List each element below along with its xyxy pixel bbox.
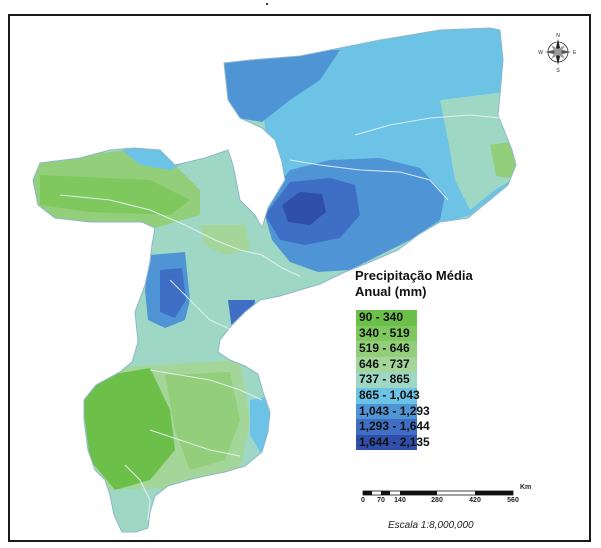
scale-tick: 70 (377, 497, 385, 504)
top-dot (266, 3, 268, 5)
legend-swatch (356, 419, 417, 435)
zone-737-865-maputo (110, 488, 165, 532)
legend-label: 646 - 737 (359, 356, 410, 371)
legend-label: 865 - 1,043 (359, 387, 420, 402)
compass-e-label: E (573, 50, 577, 56)
legend-swatch (356, 341, 417, 357)
legend-swatch (356, 356, 417, 373)
compass-s-label: S (556, 68, 560, 74)
legend-label: 90 - 340 (359, 310, 404, 324)
legend-title: Precipitação Média Anual (mm) (355, 268, 555, 300)
compass-rose-icon: N S E W (538, 33, 577, 74)
legend-title-line1: Precipitação Média (355, 268, 473, 283)
zone-90-340 (80, 368, 175, 490)
legend-swatch (356, 310, 417, 326)
legend-title-line2: Anual (mm) (355, 284, 427, 299)
legend-item: 1,043 - 1,293 (356, 403, 430, 420)
legend-item: 340 - 519 (356, 325, 430, 342)
legend-swatch (356, 325, 417, 342)
legend-label: 340 - 519 (359, 325, 410, 340)
scale-bar (362, 490, 514, 496)
legend-item: 646 - 737 (356, 356, 430, 373)
compass-n-label: N (556, 33, 560, 39)
river-zambezi (59, 194, 301, 277)
legend-item: 737 - 865 (356, 372, 430, 388)
legend-item: 519 - 646 (356, 341, 430, 357)
scale-tick: 280 (431, 497, 443, 504)
legend: 90 - 340 340 - 519 519 - 646 646 - 737 7… (356, 310, 430, 451)
zone-1293-1644-manica (160, 268, 186, 318)
zone-1043-1293-niassa (215, 50, 340, 122)
legend-swatch (356, 403, 417, 420)
zone-1644-2135 (282, 192, 326, 225)
river-pungwe (169, 279, 233, 331)
legend-label: 1,043 - 1,293 (359, 403, 430, 418)
legend-swatch (356, 434, 417, 451)
river-rovuma (354, 114, 501, 136)
legend-item: 90 - 340 (356, 310, 430, 326)
country-border (32, 27, 517, 533)
river-limpopo (149, 429, 241, 457)
river-lurio (289, 159, 449, 201)
scale-unit: Km (520, 484, 532, 491)
legend-item: 1,293 - 1,644 (356, 419, 430, 435)
legend-label: 1,644 - 2,135 (359, 434, 430, 449)
zone-340-519-tete (40, 175, 190, 215)
scale-caption: Escala 1:8,000,000 (388, 520, 474, 531)
river-incomati (124, 464, 151, 521)
legend-label: 737 - 865 (359, 372, 410, 387)
scale-tick: 140 (394, 497, 406, 504)
river-save (149, 369, 263, 401)
legend-item: 865 - 1,043 (356, 387, 430, 404)
compass-w-label: W (538, 50, 543, 56)
legend-swatch (356, 387, 417, 404)
zone-519-646-south (165, 372, 240, 470)
scale-tick: 560 (507, 497, 519, 504)
scale-tick: 420 (469, 497, 481, 504)
legend-label: 1,293 - 1,644 (359, 419, 430, 434)
legend-label: 519 - 646 (359, 341, 410, 356)
legend-swatch (356, 372, 417, 388)
scale-tick: 0 (361, 497, 365, 504)
legend-item: 1,644 - 2,135 (356, 434, 430, 451)
rivers (59, 114, 501, 521)
zone-646-737-inner (200, 225, 250, 255)
